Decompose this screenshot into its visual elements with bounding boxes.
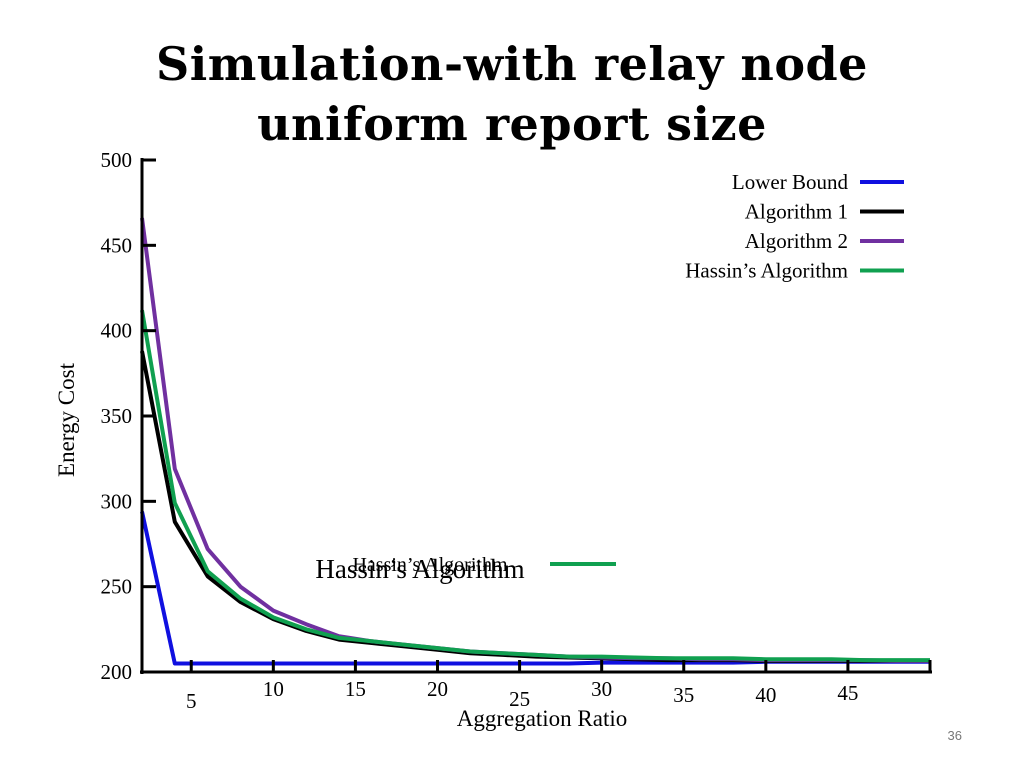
series-line-algorithm-2 [140,217,930,663]
tick-layer: 200 250 300 350 400 450 500 5 10 15 20 25 30 35 40 45 [101,148,932,713]
y-tick-label: 200 [101,660,133,684]
x-tick-label: 20 [427,677,448,701]
x-tick-label: 40 [755,683,776,707]
slide-title: Simulation-with relay node uniform repor… [0,34,1024,154]
x-tick-label: 25 [509,687,530,711]
x-tick-label: 35 [673,683,694,707]
annotation-label-large: Hassin’s Algorithm [315,554,524,584]
y-tick-label: 300 [101,489,133,513]
x-tick-label: 30 [591,677,612,701]
y-tick-label: 400 [101,319,133,343]
slide-number: 36 [948,728,962,743]
y-tick-label: 250 [101,575,133,599]
legend-label: Hassin’s Algorithm [685,259,848,283]
slide-title-line-1: Simulation-with relay node [156,37,868,91]
y-tick-label: 500 [101,148,133,172]
x-tick-label: 5 [186,689,197,713]
y-tick-label: 350 [101,404,133,428]
x-tick-label: 10 [263,677,284,701]
x-tick-label: 15 [345,677,366,701]
series-layer [140,217,930,666]
slide-title-line-2: uniform report size [257,97,767,151]
annotation-label-small: Hassin’s Algorithm [352,554,507,576]
y-tick-label: 450 [101,233,133,257]
legend-label: Algorithm 2 [745,229,848,253]
x-axis-label: Aggregation Ratio [457,706,628,731]
overlap-annotation: Hassin’s Algorithm Hassin’s Algorithm [315,554,616,584]
legend: Lower Bound Algorithm 1 Algorithm 2 Hassin’… [685,170,904,283]
series-line-hassin-s-algorithm [140,309,930,663]
series-line-lower-bound [140,511,930,666]
series-line-algorithm-1 [140,350,930,663]
x-tick-label: 45 [837,681,858,705]
y-axis-label: Energy Cost [54,362,79,477]
legend-label: Lower Bound [732,170,849,194]
legend-label: Algorithm 1 [745,200,848,224]
